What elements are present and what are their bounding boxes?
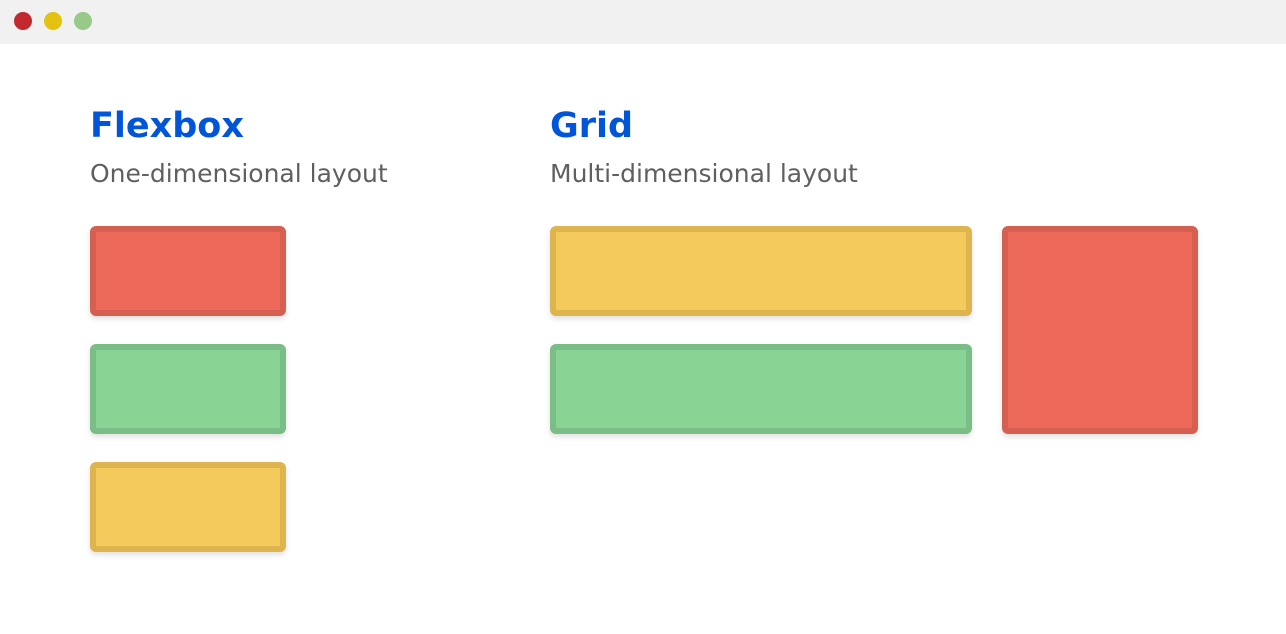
- maximize-window-button[interactable]: [74, 12, 92, 30]
- flexbox-green-box: [90, 344, 286, 434]
- flexbox-yellow-box: [90, 462, 286, 552]
- window-titlebar: [0, 0, 1286, 44]
- flexbox-title: Flexbox: [90, 106, 244, 146]
- minimize-window-button[interactable]: [44, 12, 62, 30]
- flexbox-red-box: [90, 226, 286, 316]
- grid-title: Grid: [550, 106, 634, 146]
- grid-yellow-box: [550, 226, 972, 316]
- grid-red-box: [1002, 226, 1198, 434]
- close-window-button[interactable]: [14, 12, 32, 30]
- flexbox-subtitle: One-dimensional layout: [90, 159, 388, 188]
- grid-subtitle: Multi-dimensional layout: [550, 159, 858, 188]
- grid-green-box: [550, 344, 972, 434]
